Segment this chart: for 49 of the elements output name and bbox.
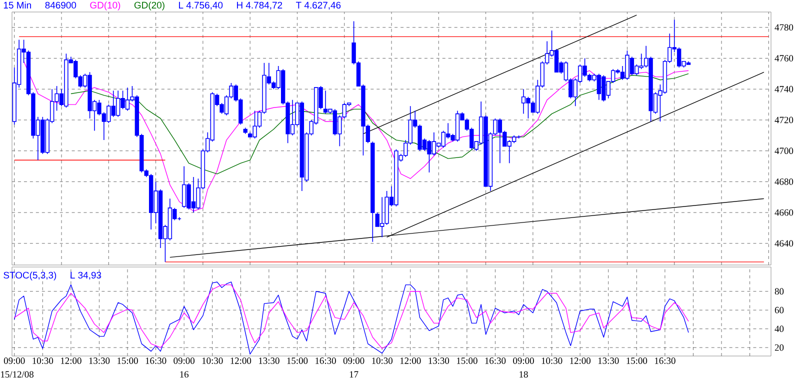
x-tick-label: 13:30	[428, 358, 450, 364]
text: GD(20)	[134, 2, 164, 10]
x-tick-label: 12:00	[570, 358, 591, 364]
y-tick-label: 4740	[774, 86, 794, 92]
text: 15/12/08	[1, 371, 34, 378]
y-tick-label: 4760	[774, 55, 794, 62]
x-tick-label: 12:00	[230, 358, 252, 364]
x-tick-label: 10:30	[372, 358, 393, 364]
y-tick-label: 4640	[774, 240, 794, 247]
y-tick-label: 80	[774, 288, 784, 295]
x-tick-label: 15:00	[456, 358, 478, 364]
x-tick-label: 09:00	[343, 358, 364, 364]
x-tick-label: 12:00	[60, 358, 82, 364]
text: T 4.627,46	[296, 2, 341, 10]
x-tick-label: 13:30	[598, 358, 619, 364]
text: 17	[350, 371, 358, 378]
x-tick-label: 15:00	[626, 358, 648, 364]
y-tick-label: 20	[774, 344, 784, 351]
x-tick-label: 13:30	[258, 358, 280, 364]
y-tick-label: 4720	[774, 116, 794, 124]
x-tick-label: 16:30	[316, 358, 336, 364]
x-tick-label: 12:00	[400, 358, 421, 364]
x-tick-label: 10:30	[32, 358, 54, 364]
text: L 4.756,40	[179, 2, 223, 10]
x-tick-label: 15:00	[118, 358, 138, 364]
y-tick-label: 4660	[774, 209, 794, 216]
chart-title: STOC(5,3,3)	[4, 272, 56, 280]
x-tick-label: 15:00	[287, 358, 308, 364]
y-tick-label: 4780	[774, 24, 794, 31]
x-tick-label: 10:30	[542, 358, 562, 364]
chart-subtitle: L 34,93	[70, 272, 102, 280]
text: 18	[520, 371, 528, 378]
x-tick-label: 16:30	[485, 358, 506, 364]
x-tick-label: 10:30	[202, 358, 223, 364]
y-tick-label: 40	[774, 326, 784, 332]
chart-subtitle: 846900	[45, 2, 76, 9]
x-tick-label: 16:30	[146, 358, 166, 364]
y-tick-label: 4680	[774, 178, 794, 185]
y-tick-label: 4700	[774, 148, 794, 154]
y-tick-label: 60	[774, 306, 784, 314]
x-tick-label: 09:00	[4, 358, 25, 364]
x-tick-label: 09:00	[513, 358, 534, 364]
x-tick-label: 16:30	[654, 358, 676, 364]
text: 16	[180, 371, 189, 378]
text: H 4.784,72	[237, 2, 282, 10]
x-tick-label: 13:30	[89, 358, 110, 364]
x-tick-label: 09:00	[174, 358, 194, 364]
chart-title: 15 Min	[4, 2, 31, 9]
text: GD(10)	[90, 2, 120, 10]
